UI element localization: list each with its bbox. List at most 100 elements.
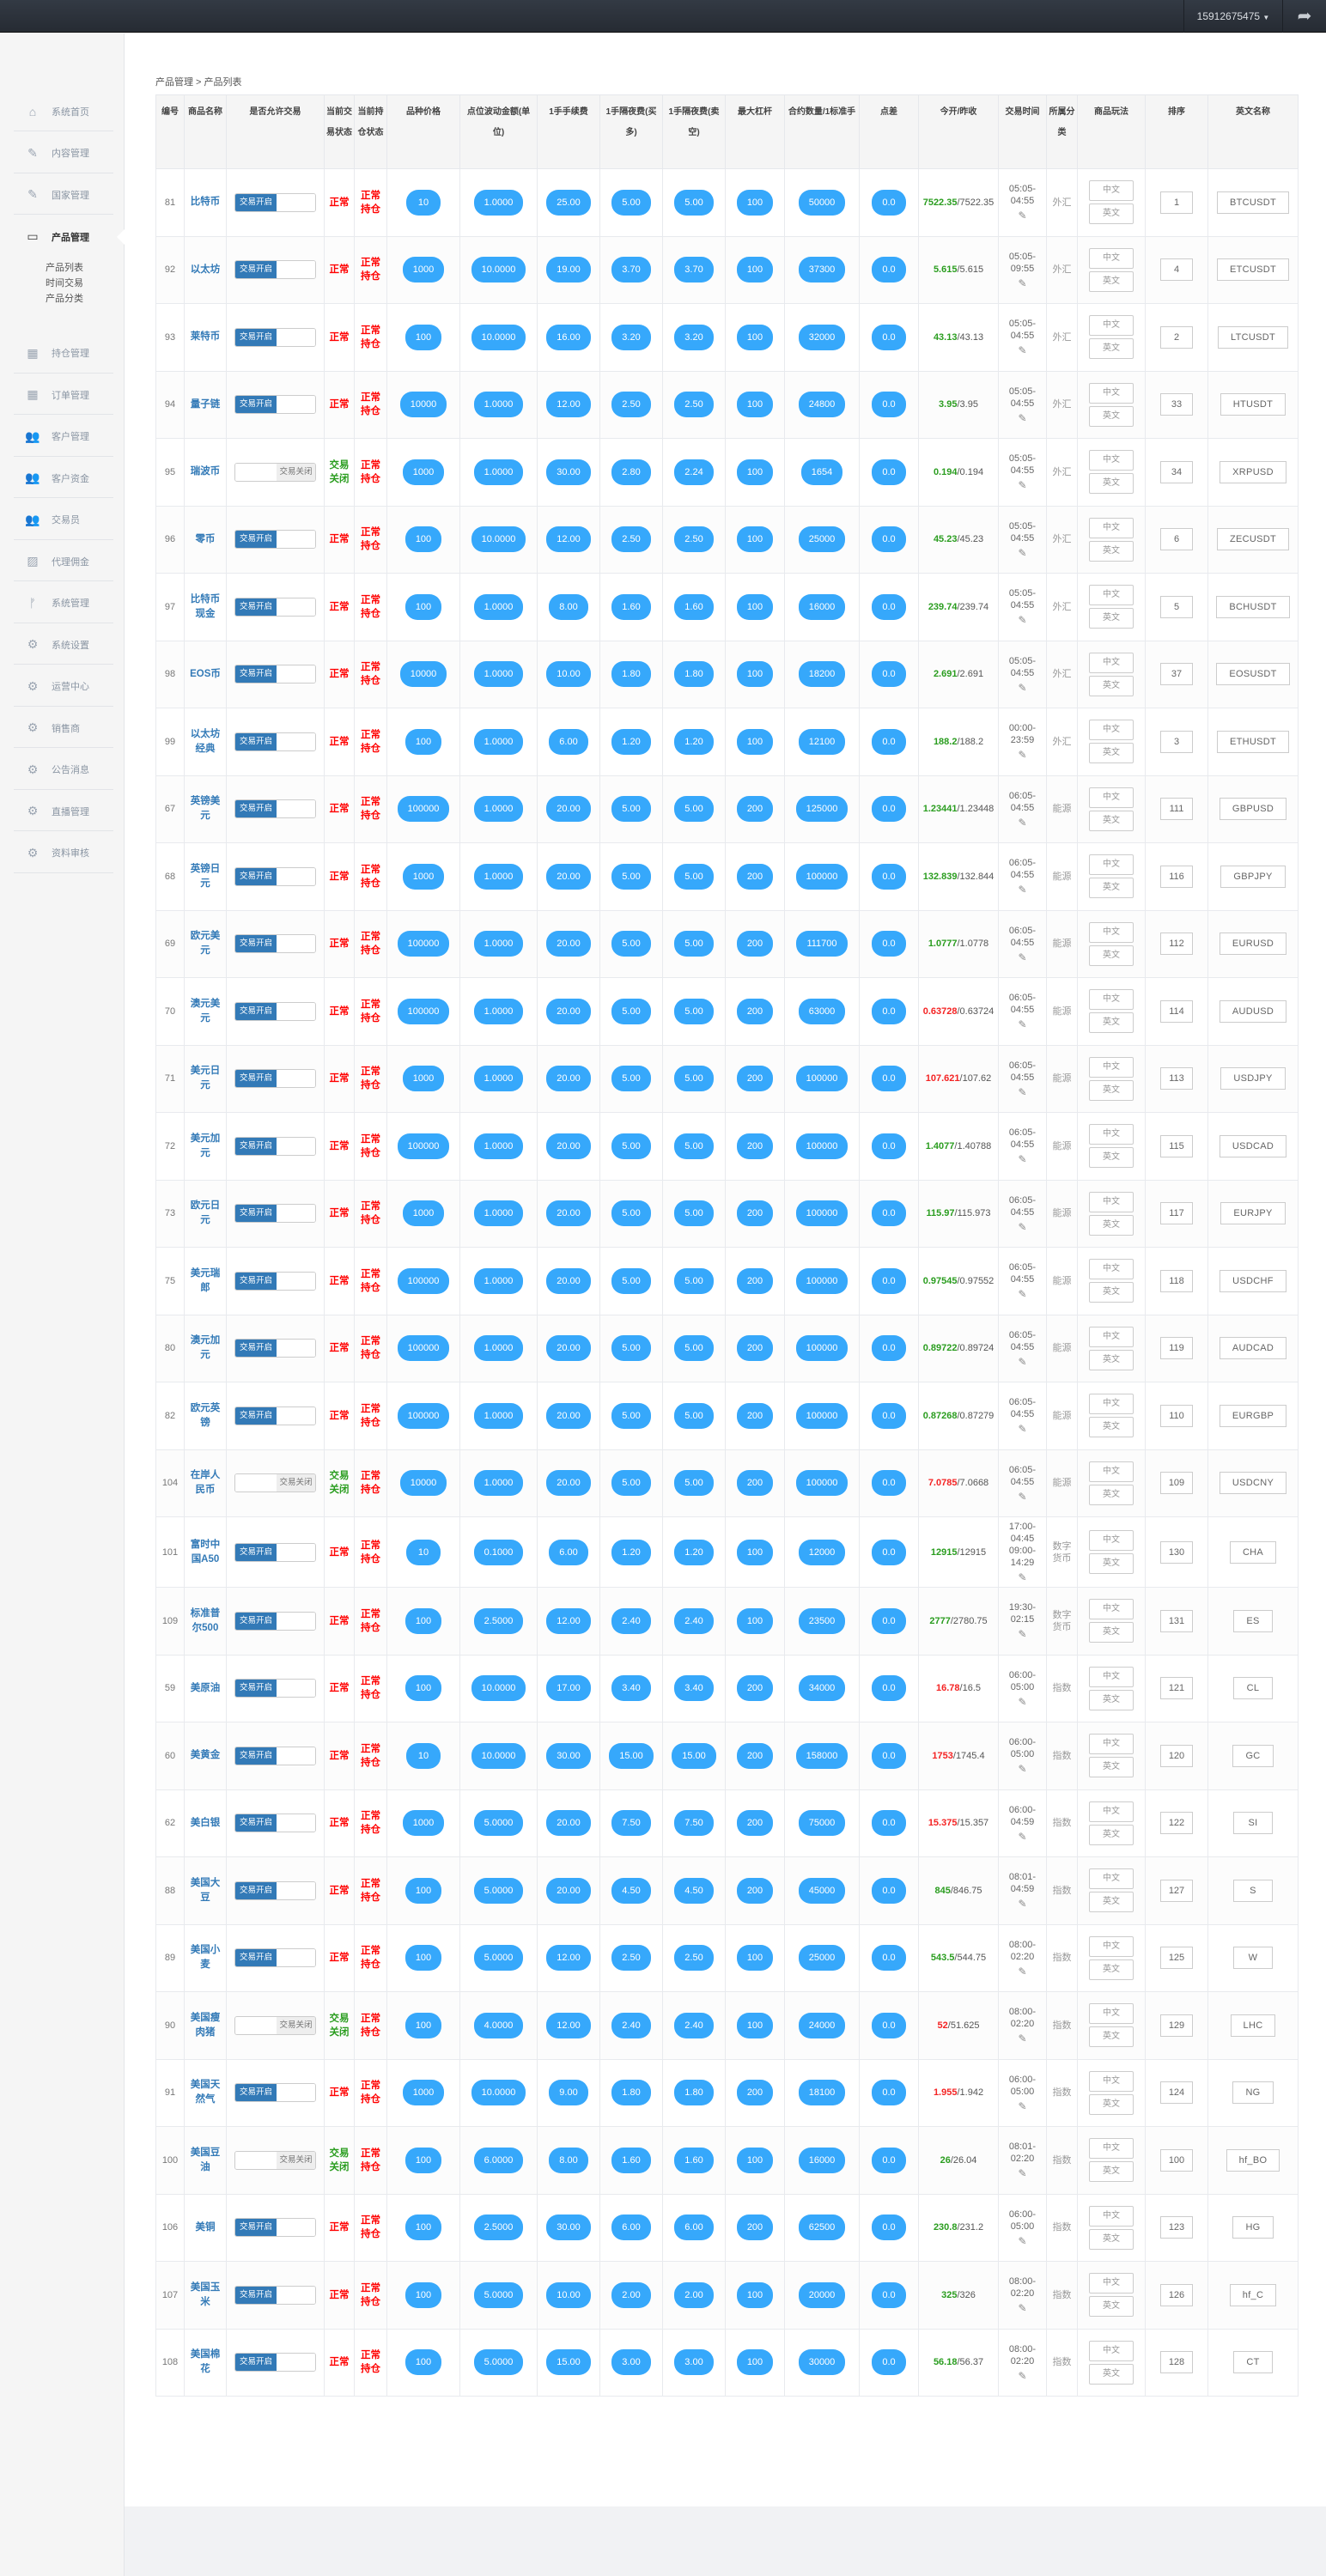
- trade-toggle[interactable]: 交易开启: [234, 530, 316, 550]
- spread-pill[interactable]: 0.0: [872, 1810, 906, 1837]
- spread-pill[interactable]: 0.0: [872, 2349, 906, 2376]
- english-name-input[interactable]: GBPUSD: [1219, 798, 1287, 821]
- fee-pill[interactable]: 16.00: [546, 324, 591, 350]
- sort-input[interactable]: 109: [1160, 1472, 1193, 1495]
- price-pill[interactable]: 100: [404, 2349, 442, 2376]
- english-name-input[interactable]: AUDCAD: [1219, 1337, 1287, 1360]
- qty-pill[interactable]: 16000: [798, 593, 846, 620]
- ns-pill[interactable]: 2.50: [674, 526, 714, 553]
- chinese-button[interactable]: 中文: [1089, 720, 1134, 741]
- english-name-input[interactable]: USDCNY: [1219, 1472, 1287, 1495]
- chinese-button[interactable]: 中文: [1089, 1461, 1134, 1482]
- sidebar-item[interactable]: ⚙ 资料审核: [14, 834, 113, 873]
- lev-pill[interactable]: 200: [736, 931, 774, 957]
- point-pill[interactable]: 5.0000: [473, 2349, 524, 2376]
- trade-toggle[interactable]: 交易开启: [234, 1204, 316, 1224]
- english-button[interactable]: 英文: [1089, 1147, 1134, 1169]
- spread-pill[interactable]: 0.0: [872, 796, 906, 823]
- lev-pill[interactable]: 100: [736, 459, 774, 485]
- spread-pill[interactable]: 0.0: [872, 1945, 906, 1971]
- spread-pill[interactable]: 0.0: [872, 1539, 906, 1565]
- qty-pill[interactable]: 12000: [798, 1539, 846, 1565]
- ns-pill[interactable]: 4.50: [674, 1877, 714, 1904]
- sort-input[interactable]: 111: [1160, 798, 1193, 821]
- sidebar-item[interactable]: ⚙ 直播管理: [14, 792, 113, 831]
- sort-input[interactable]: 123: [1160, 2216, 1193, 2239]
- fee-pill[interactable]: 20.00: [546, 931, 591, 957]
- fee-pill[interactable]: 6.00: [549, 1539, 588, 1565]
- lev-pill[interactable]: 100: [736, 257, 774, 283]
- english-name-input[interactable]: GC: [1232, 1744, 1274, 1767]
- spread-pill[interactable]: 0.0: [872, 257, 906, 283]
- english-name-input[interactable]: BTCUSDT: [1216, 191, 1290, 214]
- ns-pill[interactable]: 5.00: [674, 1402, 714, 1429]
- spread-pill[interactable]: 0.0: [872, 1470, 906, 1497]
- english-button[interactable]: 英文: [1089, 2093, 1134, 2115]
- pencil-icon[interactable]: ✎: [1018, 1695, 1027, 1708]
- price-pill[interactable]: 100: [404, 526, 442, 553]
- english-name-input[interactable]: XRPUSD: [1220, 460, 1286, 483]
- trade-toggle[interactable]: 交易开启: [234, 1136, 316, 1156]
- product-name-link[interactable]: 瑞波币: [190, 466, 221, 477]
- fee-pill[interactable]: 15.00: [546, 2349, 591, 2376]
- qty-pill[interactable]: 12100: [798, 728, 846, 755]
- pencil-icon[interactable]: ✎: [1018, 344, 1027, 357]
- price-pill[interactable]: 100: [404, 728, 442, 755]
- price-pill[interactable]: 100: [404, 1945, 442, 1971]
- point-pill[interactable]: 1.0000: [473, 1200, 524, 1227]
- point-pill[interactable]: 1.0000: [473, 1402, 524, 1429]
- sort-input[interactable]: 118: [1160, 1269, 1193, 1292]
- sidebar-item[interactable]: ▭ 产品管理: [14, 217, 113, 257]
- fee-pill[interactable]: 20.00: [546, 1402, 591, 1429]
- lev-pill[interactable]: 200: [736, 1200, 774, 1227]
- sort-input[interactable]: 124: [1160, 2081, 1193, 2105]
- english-button[interactable]: 英文: [1089, 1079, 1134, 1101]
- chinese-button[interactable]: 中文: [1089, 1935, 1134, 1957]
- point-pill[interactable]: 4.0000: [473, 2012, 524, 2038]
- pencil-icon[interactable]: ✎: [1018, 951, 1027, 963]
- english-button[interactable]: 英文: [1089, 743, 1134, 764]
- spread-pill[interactable]: 0.0: [872, 459, 906, 485]
- product-name-link[interactable]: 量子链: [190, 398, 221, 410]
- product-name-link[interactable]: 欧元英镑: [190, 1402, 221, 1428]
- pencil-icon[interactable]: ✎: [1018, 1763, 1027, 1776]
- sort-input[interactable]: 110: [1160, 1404, 1193, 1427]
- chinese-button[interactable]: 中文: [1089, 1868, 1134, 1890]
- spread-pill[interactable]: 0.0: [872, 324, 906, 350]
- point-pill[interactable]: 2.5000: [473, 2215, 524, 2241]
- nb-pill[interactable]: 1.60: [611, 593, 651, 620]
- chinese-button[interactable]: 中文: [1089, 2273, 1134, 2294]
- nb-pill[interactable]: 5.00: [611, 931, 651, 957]
- ns-pill[interactable]: 5.00: [674, 1133, 714, 1159]
- lev-pill[interactable]: 200: [736, 1267, 774, 1294]
- ns-pill[interactable]: 1.60: [674, 2147, 714, 2173]
- trade-toggle[interactable]: 交易开启: [234, 1948, 316, 1968]
- ns-pill[interactable]: 5.00: [674, 931, 714, 957]
- english-name-input[interactable]: USDCHF: [1220, 1269, 1286, 1292]
- lev-pill[interactable]: 200: [736, 1742, 774, 1769]
- ns-pill[interactable]: 5.00: [674, 863, 714, 890]
- point-pill[interactable]: 1.0000: [473, 728, 524, 755]
- chinese-button[interactable]: 中文: [1089, 1191, 1134, 1212]
- product-name-link[interactable]: 比特币现金: [190, 593, 221, 619]
- price-pill[interactable]: 100000: [397, 1267, 450, 1294]
- nb-pill[interactable]: 5.00: [611, 1267, 651, 1294]
- english-button[interactable]: 英文: [1089, 810, 1134, 831]
- point-pill[interactable]: 6.0000: [473, 2147, 524, 2173]
- fee-pill[interactable]: 10.00: [546, 2281, 591, 2308]
- user-menu[interactable]: 15912675475 ▼: [1183, 0, 1283, 33]
- chinese-button[interactable]: 中文: [1089, 2003, 1134, 2025]
- nb-pill[interactable]: 3.00: [611, 2349, 651, 2376]
- fee-pill[interactable]: 20.00: [546, 1470, 591, 1497]
- product-name-link[interactable]: 以太坊: [190, 264, 221, 275]
- trade-toggle[interactable]: 交易开启: [234, 192, 316, 212]
- lev-pill[interactable]: 200: [736, 796, 774, 823]
- lev-pill[interactable]: 100: [736, 728, 774, 755]
- sort-input[interactable]: 130: [1160, 1540, 1193, 1564]
- fee-pill[interactable]: 20.00: [546, 1810, 591, 1837]
- sidebar-subitem[interactable]: 产品列表: [46, 262, 83, 273]
- qty-pill[interactable]: 45000: [798, 1877, 846, 1904]
- english-button[interactable]: 英文: [1089, 1484, 1134, 1505]
- qty-pill[interactable]: 1654: [800, 459, 843, 485]
- chinese-button[interactable]: 中文: [1089, 989, 1134, 1011]
